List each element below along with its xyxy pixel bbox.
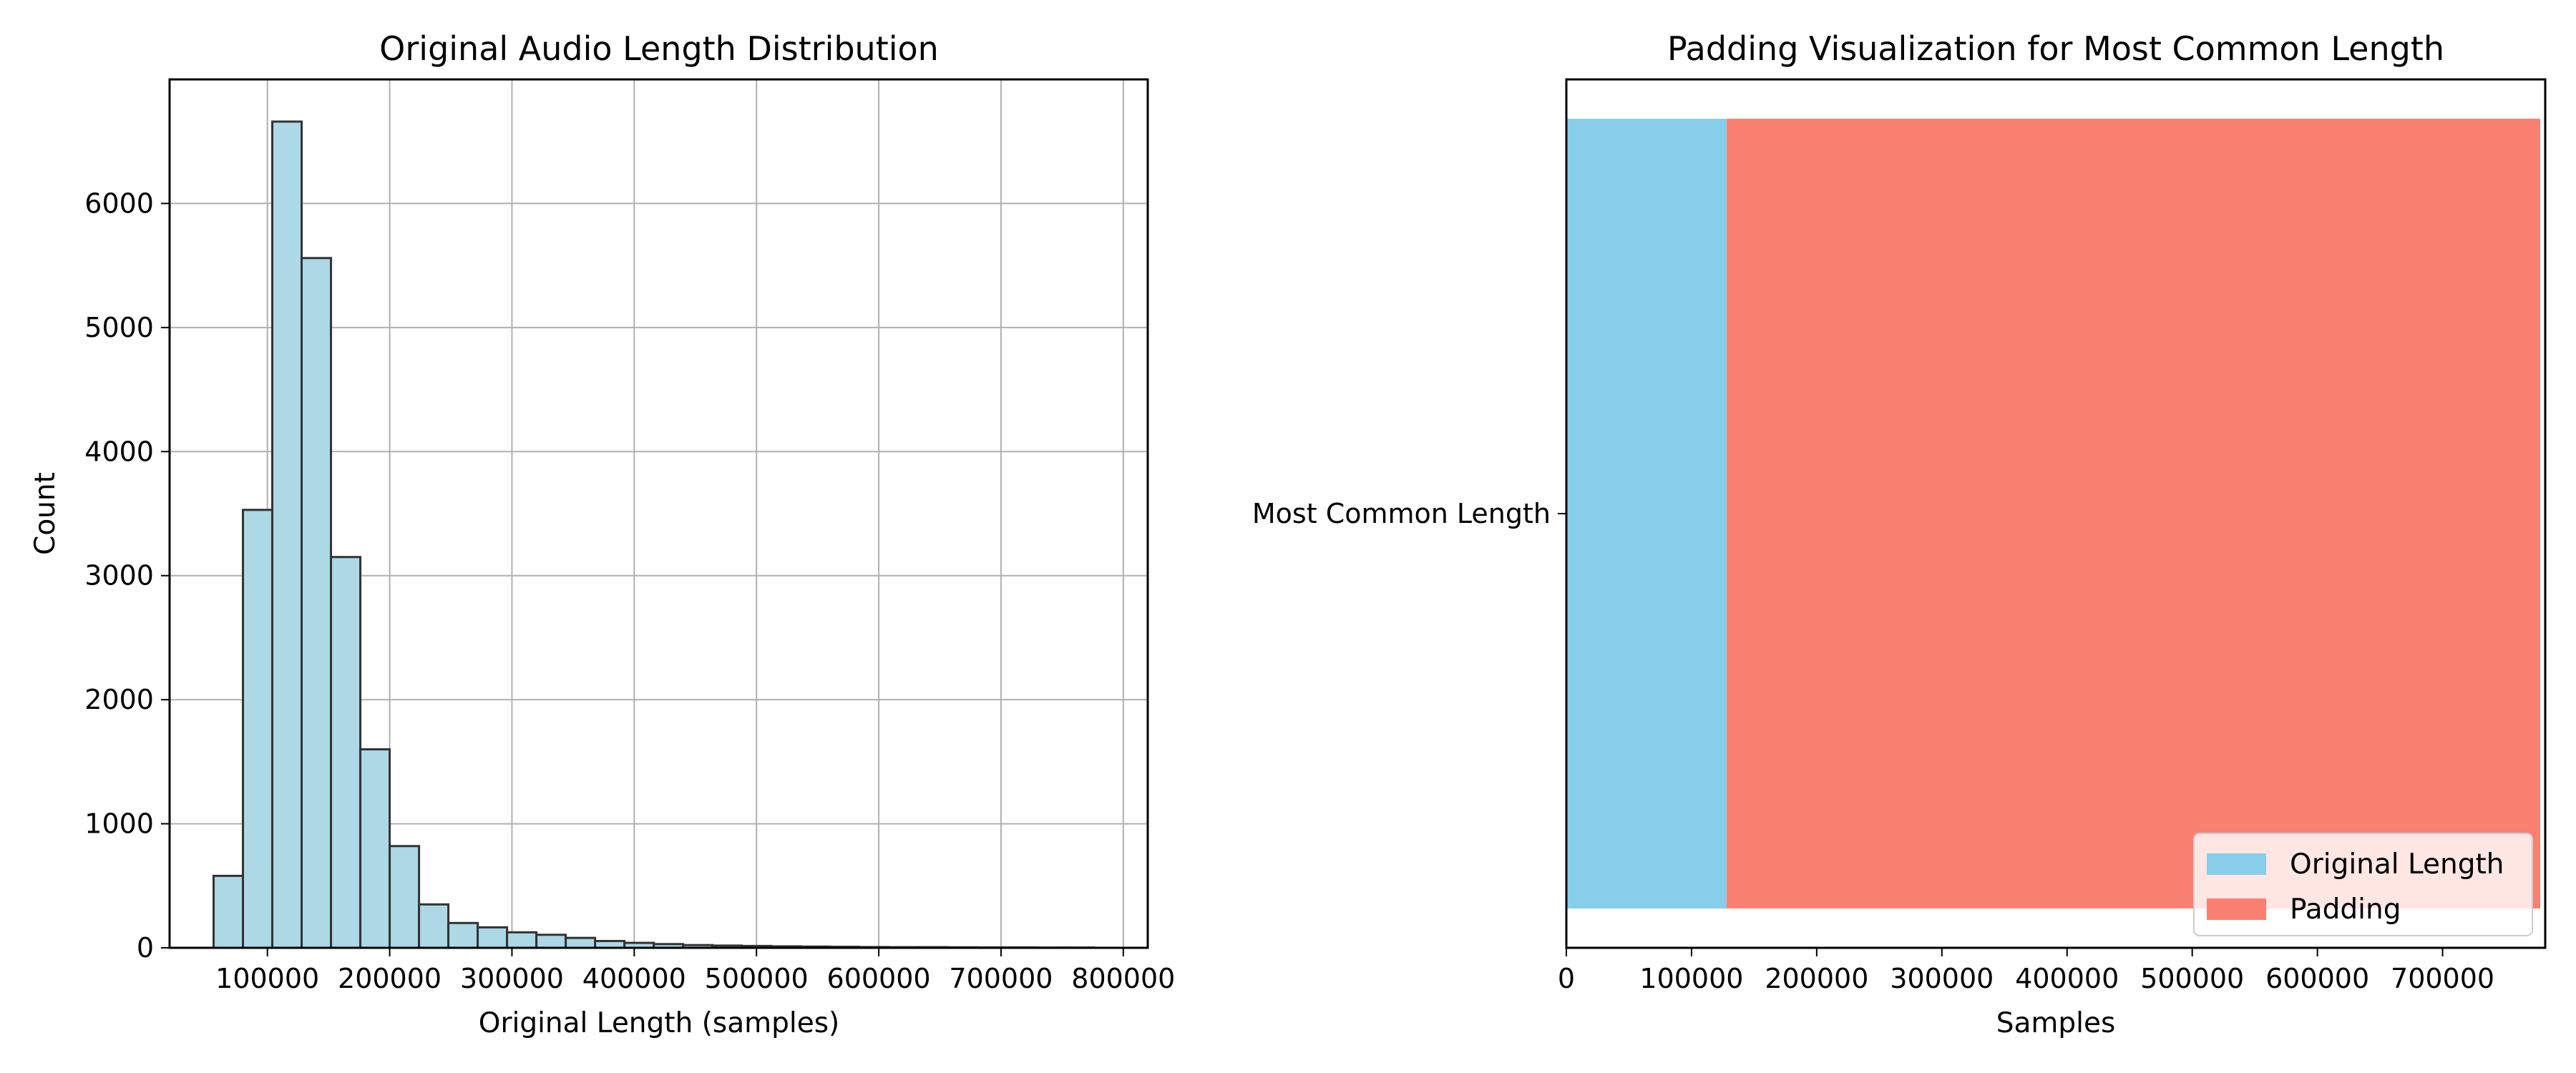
histogram-bar xyxy=(447,921,479,949)
y-tick-label: 0 xyxy=(137,932,154,964)
padding-chart: Padding Visualization for Most Common Le… xyxy=(1252,29,2547,1039)
histogram-frame xyxy=(168,78,1149,949)
histogram-y-label: Count xyxy=(29,472,62,555)
x-tick-label: 200000 xyxy=(1765,963,1868,994)
y-tick-label: 2000 xyxy=(84,684,154,715)
y-tick-label: 4000 xyxy=(84,436,154,467)
x-tick-label: 200000 xyxy=(338,963,441,994)
padding-y-ticks: Most Common Length xyxy=(1252,498,1566,529)
padding-bars xyxy=(1566,119,2541,908)
histogram-bar xyxy=(477,926,509,949)
histogram-bar xyxy=(271,120,303,949)
legend-swatch xyxy=(2207,898,2266,920)
x-tick-label: 300000 xyxy=(460,963,564,994)
x-tick-label: 700000 xyxy=(2391,963,2494,994)
x-tick-label: 600000 xyxy=(827,963,931,994)
histogram-x-ticks: 100000 200000 300000 400000 500000 600000 7000… xyxy=(215,948,1175,994)
y-tick-label: 6000 xyxy=(84,187,154,219)
legend-swatch xyxy=(2207,853,2266,875)
histogram-title: Original Audio Length Distribution xyxy=(379,29,939,68)
y-tick-label: 1000 xyxy=(84,808,154,840)
histogram-bar xyxy=(418,903,450,949)
padding-x-ticks: 0 100000 200000 300000 400000 500000 600000 700… xyxy=(1558,948,2494,994)
histogram-bar xyxy=(213,874,245,949)
x-tick-label: 600000 xyxy=(2265,963,2369,994)
padding-x-label: Samples xyxy=(1996,1007,2116,1039)
x-tick-label: 300000 xyxy=(1890,963,1994,994)
padding-legend: Original Length Padding xyxy=(2193,833,2533,936)
histogram-bar xyxy=(330,556,362,949)
histogram-x-label: Original Length (samples) xyxy=(479,1007,839,1039)
bar-segment-padding xyxy=(1726,119,2541,908)
x-tick-label: 400000 xyxy=(2015,963,2119,994)
histogram-chart: Original Audio Length Distribution 10000… xyxy=(29,29,1175,1039)
histogram-bar xyxy=(389,845,421,949)
histogram-bar xyxy=(535,934,567,949)
x-tick-label: 500000 xyxy=(705,963,809,994)
histogram-bar xyxy=(301,257,333,949)
x-tick-label: 400000 xyxy=(582,963,686,994)
x-tick-label: 800000 xyxy=(1071,963,1175,994)
x-tick-label: 700000 xyxy=(949,963,1053,994)
legend-label: Padding xyxy=(2290,893,2401,926)
x-tick-label: 100000 xyxy=(1639,963,1743,994)
y-category-label: Most Common Length xyxy=(1252,498,1551,529)
x-tick-label: 500000 xyxy=(2140,963,2244,994)
histogram-bar xyxy=(359,748,391,949)
legend-label: Original Length xyxy=(2290,848,2504,881)
histogram-y-ticks: 0 1000 2000 3000 4000 5000 6000 xyxy=(84,187,170,964)
histogram-bar xyxy=(506,931,538,949)
y-tick-label: 5000 xyxy=(84,312,154,343)
histogram-bar xyxy=(565,936,597,949)
histogram-bar xyxy=(242,509,274,949)
legend-box xyxy=(2193,833,2533,936)
x-tick-label: 0 xyxy=(1558,963,1575,994)
padding-title: Padding Visualization for Most Common Le… xyxy=(1667,29,2444,68)
y-tick-label: 3000 xyxy=(84,560,154,592)
bar-segment-original-length xyxy=(1566,119,1727,908)
x-tick-label: 100000 xyxy=(215,963,319,994)
histogram-bars xyxy=(213,120,1096,949)
